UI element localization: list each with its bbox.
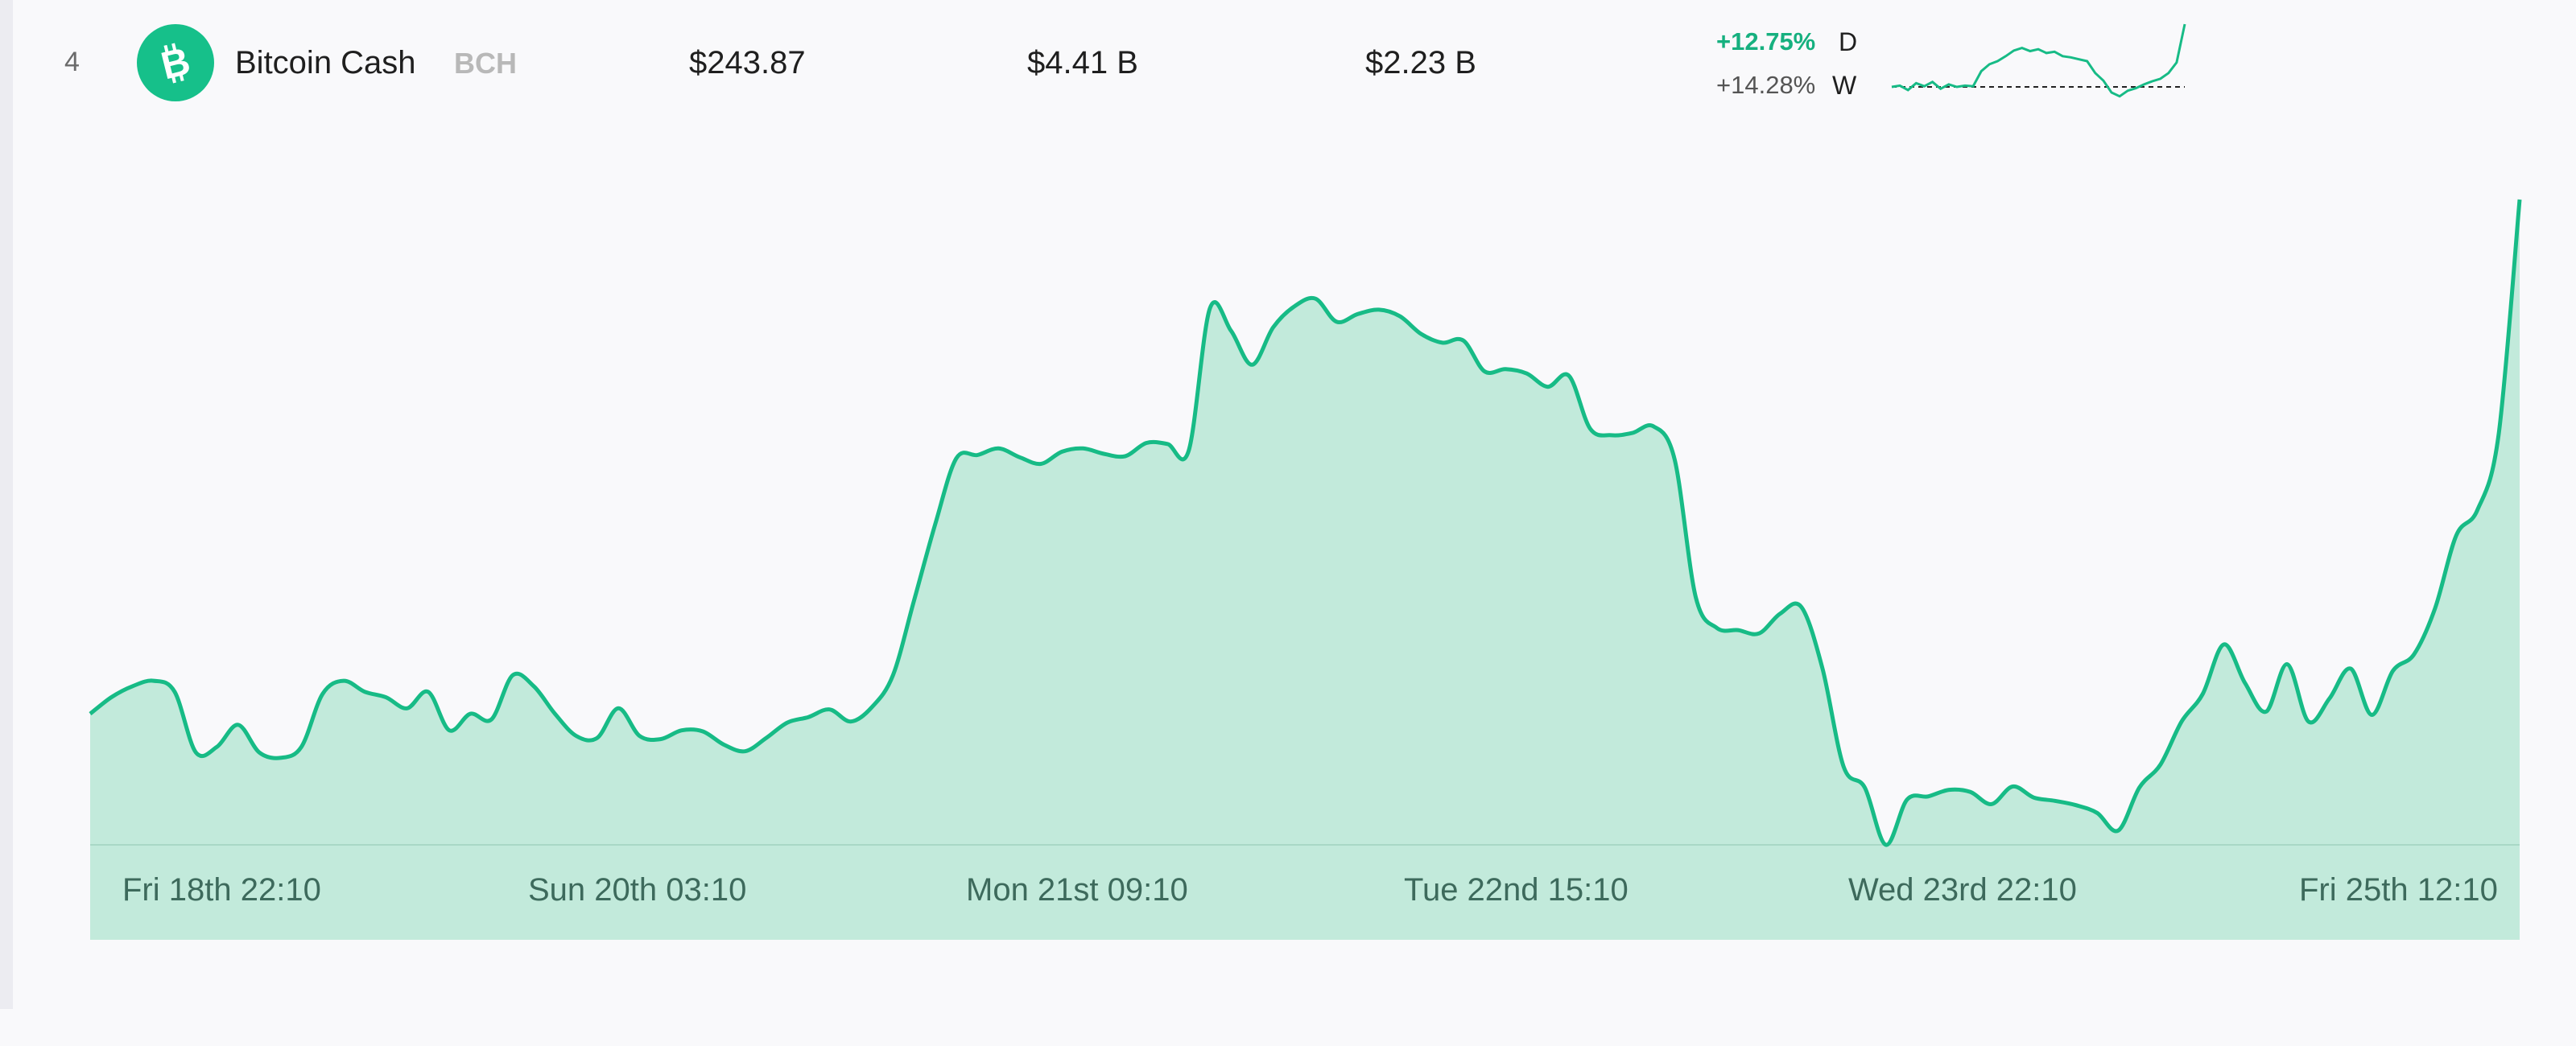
change-week-label: W <box>1832 71 1857 100</box>
change-week-value: +14.28% <box>1716 71 1816 99</box>
x-tick-label: Tue 22nd 15:10 <box>1404 872 1629 908</box>
x-tick-label: Sun 20th 03:10 <box>528 872 747 908</box>
change-day-label: D <box>1839 27 1858 56</box>
x-tick-label: Wed 23rd 22:10 <box>1848 872 2077 908</box>
sparkline-chart <box>1891 23 2186 98</box>
x-tick-label: Fri 18th 22:10 <box>122 872 321 908</box>
change-day-value: +12.75% <box>1716 27 1816 56</box>
price-value: $243.87 <box>689 45 806 80</box>
coin-symbol: BCH <box>454 47 517 80</box>
bitcoin-cash-logo-icon: B <box>137 24 214 101</box>
x-tick-label: Fri 25th 12:10 <box>2299 872 2498 908</box>
volume-value: $2.23 B <box>1365 45 1476 80</box>
market-cap-value: $4.41 B <box>1027 45 1138 80</box>
x-tick-label: Mon 21st 09:10 <box>966 872 1188 908</box>
coin-name[interactable]: Bitcoin Cash <box>235 45 416 80</box>
sparkline-line <box>1891 23 2186 98</box>
rank-number: 4 <box>64 47 80 77</box>
coin-row[interactable]: 4 B Bitcoin Cash BCH $243.87 $4.41 B $2.… <box>0 0 2576 129</box>
chart-area-fill <box>90 200 2520 940</box>
left-rail <box>0 0 13 1009</box>
price-series-line <box>89 199 2522 847</box>
